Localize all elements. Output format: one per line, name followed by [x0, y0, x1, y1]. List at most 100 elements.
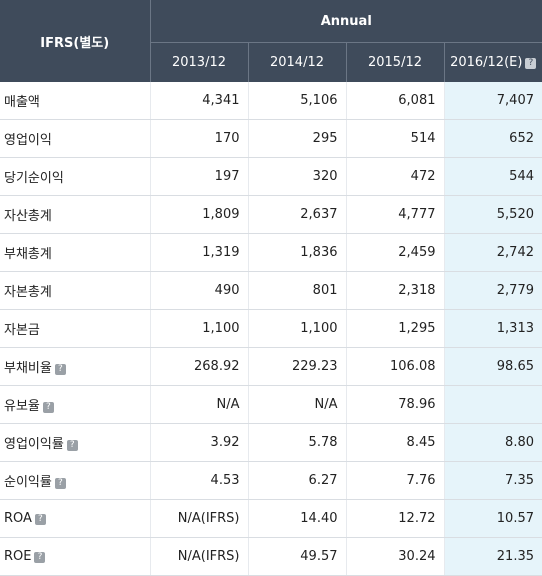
value-cell: 1,836	[247, 233, 346, 272]
row-label: 유보율	[4, 399, 40, 414]
row-label: 영업이익률	[4, 437, 64, 452]
value-cell: 1,100	[247, 309, 346, 348]
table-row: 영업이익 170 295 514 652	[0, 119, 542, 158]
value-cell: 295	[247, 119, 346, 158]
year-label: 2016/12(E)	[450, 55, 523, 70]
table-row: 순이익률? 4.53 6.27 7.76 7.35	[0, 461, 542, 500]
help-icon[interactable]: ?	[525, 58, 537, 69]
value-cell: 106.08	[345, 347, 444, 386]
estimate-value-cell: 98.65	[443, 347, 542, 386]
value-cell: 6,081	[345, 82, 444, 120]
estimate-value-cell: 652	[443, 119, 542, 158]
row-label: 부채비율	[4, 361, 52, 376]
value-cell: 4,777	[345, 195, 444, 234]
value-cell: 268.92	[149, 347, 248, 386]
row-label-cell: 당기순이익	[0, 157, 150, 196]
value-cell: 197	[149, 157, 248, 196]
year-header-estimate: 2016/12(E)?	[444, 42, 542, 82]
estimate-value-cell: 7,407	[443, 82, 542, 120]
row-label: ROE	[4, 549, 32, 564]
value-cell: 5,106	[247, 82, 346, 120]
value-cell: 1,100	[149, 309, 248, 348]
help-icon[interactable]: ?	[66, 440, 78, 451]
table-row: ROA? N/A(IFRS) 14.40 12.72 10.57	[0, 499, 542, 538]
help-icon[interactable]: ?	[54, 478, 66, 489]
table-row: 영업이익률? 3.92 5.78 8.45 8.80	[0, 423, 542, 462]
table-row: 매출액 4,341 5,106 6,081 7,407	[0, 82, 542, 120]
row-label-cell: ROA?	[0, 499, 150, 538]
row-label-cell: 유보율?	[0, 385, 150, 424]
value-cell: 12.72	[345, 499, 444, 538]
help-icon[interactable]: ?	[34, 514, 46, 525]
row-label: 당기순이익	[4, 171, 64, 186]
estimate-value-cell: 7.35	[443, 461, 542, 500]
value-cell: N/A	[149, 385, 248, 424]
value-cell: 14.40	[247, 499, 346, 538]
value-cell: 320	[247, 157, 346, 196]
estimate-value-cell: 1,313	[443, 309, 542, 348]
value-cell: 1,809	[149, 195, 248, 234]
year-header: 2013/12	[150, 42, 249, 82]
estimate-value-cell: 8.80	[443, 423, 542, 462]
table-row: 당기순이익 197 320 472 544	[0, 157, 542, 196]
row-label: 영업이익	[4, 133, 52, 148]
estimate-value-cell: 5,520	[443, 195, 542, 234]
estimate-value-cell	[443, 385, 542, 424]
value-cell: N/A(IFRS)	[149, 537, 248, 576]
row-label-cell: 자본총계	[0, 271, 150, 310]
table-row: 부채비율? 268.92 229.23 106.08 98.65	[0, 347, 542, 386]
row-label-cell: 영업이익	[0, 119, 150, 158]
value-cell: 7.76	[345, 461, 444, 500]
value-cell: 1,295	[345, 309, 444, 348]
value-cell: 5.78	[247, 423, 346, 462]
value-cell: 4.53	[149, 461, 248, 500]
value-cell: 6.27	[247, 461, 346, 500]
row-label-cell: 부채비율?	[0, 347, 150, 386]
table-row: 부채총계 1,319 1,836 2,459 2,742	[0, 233, 542, 272]
help-icon[interactable]: ?	[54, 364, 66, 375]
estimate-value-cell: 2,742	[443, 233, 542, 272]
value-cell: 8.45	[345, 423, 444, 462]
year-header: 2015/12	[346, 42, 445, 82]
value-cell: 472	[345, 157, 444, 196]
value-cell: 2,637	[247, 195, 346, 234]
table-row: 자본금 1,100 1,100 1,295 1,313	[0, 309, 542, 348]
table-row: ROE? N/A(IFRS) 49.57 30.24 21.35	[0, 537, 542, 576]
value-cell: 229.23	[247, 347, 346, 386]
row-label: 매출액	[4, 95, 40, 110]
help-icon[interactable]: ?	[42, 402, 54, 413]
table-row: 자산총계 1,809 2,637 4,777 5,520	[0, 195, 542, 234]
row-label-cell: 순이익률?	[0, 461, 150, 500]
row-label-cell: 자산총계	[0, 195, 150, 234]
table-row: 자본총계 490 801 2,318 2,779	[0, 271, 542, 310]
value-cell: 2,318	[345, 271, 444, 310]
estimate-value-cell: 2,779	[443, 271, 542, 310]
table-row: 유보율? N/A N/A 78.96	[0, 385, 542, 424]
value-cell: 170	[149, 119, 248, 158]
help-icon[interactable]: ?	[34, 552, 46, 563]
table-body: 매출액 4,341 5,106 6,081 7,407 영업이익 170 295 514 652 당…	[0, 82, 542, 576]
estimate-value-cell: 544	[443, 157, 542, 196]
value-cell: 4,341	[149, 82, 248, 120]
value-cell: 30.24	[345, 537, 444, 576]
value-cell: 2,459	[345, 233, 444, 272]
value-cell: 78.96	[345, 385, 444, 424]
row-label-cell: 영업이익률?	[0, 423, 150, 462]
row-label: 자본총계	[4, 285, 52, 300]
year-header: 2014/12	[248, 42, 347, 82]
row-label-cell: 자본금	[0, 309, 150, 348]
row-label: 순이익률	[4, 475, 52, 490]
row-label: ROA	[4, 511, 32, 526]
row-label: 부채총계	[4, 247, 52, 262]
table-header: IFRS(별도) Annual 2013/12 2014/12 2015/12 …	[0, 0, 542, 82]
value-cell: N/A(IFRS)	[149, 499, 248, 538]
row-label-cell: 매출액	[0, 82, 150, 120]
value-cell: 1,319	[149, 233, 248, 272]
value-cell: 49.57	[247, 537, 346, 576]
value-cell: 801	[247, 271, 346, 310]
value-cell: 490	[149, 271, 248, 310]
estimate-value-cell: 10.57	[443, 499, 542, 538]
value-cell: 3.92	[149, 423, 248, 462]
value-cell: 514	[345, 119, 444, 158]
